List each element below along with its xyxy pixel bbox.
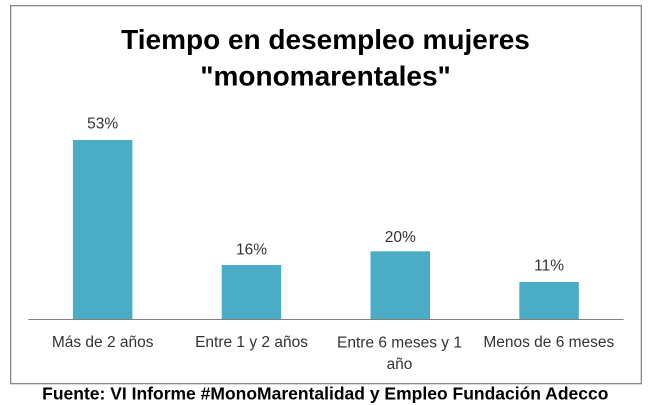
svg-text:16%: 16%	[236, 242, 267, 259]
svg-text:año: año	[387, 356, 413, 373]
svg-text:Entre 1 y 2 años: Entre 1 y 2 años	[195, 334, 308, 351]
svg-text:Fuente: VI Informe #MonoMarent: Fuente: VI Informe #MonoMarentalidad y E…	[42, 384, 608, 404]
svg-text:Más de 2 años: Más de 2 años	[52, 334, 154, 351]
svg-text:53%: 53%	[87, 115, 118, 132]
svg-text:Tiempo en desempleo mujeres: Tiempo en desempleo mujeres	[121, 24, 530, 55]
svg-text:"monomarentales": "monomarentales"	[200, 61, 451, 92]
svg-text:Menos de 6 meses: Menos de 6 meses	[483, 334, 614, 351]
svg-text:11%: 11%	[534, 258, 564, 275]
svg-text:20%: 20%	[385, 229, 416, 246]
svg-text:Entre 6 meses y 1: Entre 6 meses y 1	[337, 334, 462, 351]
